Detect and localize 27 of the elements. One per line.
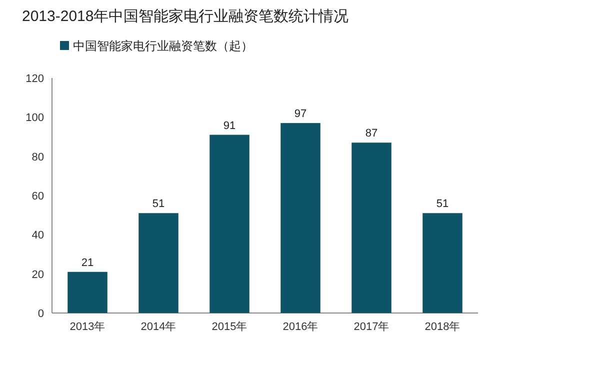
y-tick-label: 60 [32,190,44,202]
y-tick-label: 120 [26,73,44,85]
chart-title: 2013-2018年中国智能家电行业融资笔数统计情况 [22,8,349,25]
x-tick-label: 2018年 [424,321,460,333]
data-label: 97 [294,108,307,120]
x-tick-label: 2014年 [140,321,176,333]
x-tick-label: 2013年 [70,321,106,333]
x-tick-label: 2016年 [282,321,318,333]
bar [138,213,178,313]
y-tick-label: 80 [32,151,44,164]
y-tick-label: 0 [38,308,44,320]
x-tick-label: 2015年 [212,321,248,333]
data-label: 87 [365,128,378,140]
bar [352,142,392,313]
y-tick-label: 100 [26,112,44,124]
y-tick-label: 20 [32,268,44,281]
data-label: 51 [436,198,449,210]
data-label: 51 [152,198,165,210]
bar [280,123,320,313]
data-label: 91 [223,120,236,132]
bar [68,272,108,313]
legend-label: 中国智能家电行业融资笔数（起） [73,39,253,53]
bar [210,134,250,313]
bar [422,213,462,313]
y-tick-label: 40 [32,230,44,242]
x-tick-label: 2017年 [354,321,390,333]
data-label: 21 [81,256,94,269]
